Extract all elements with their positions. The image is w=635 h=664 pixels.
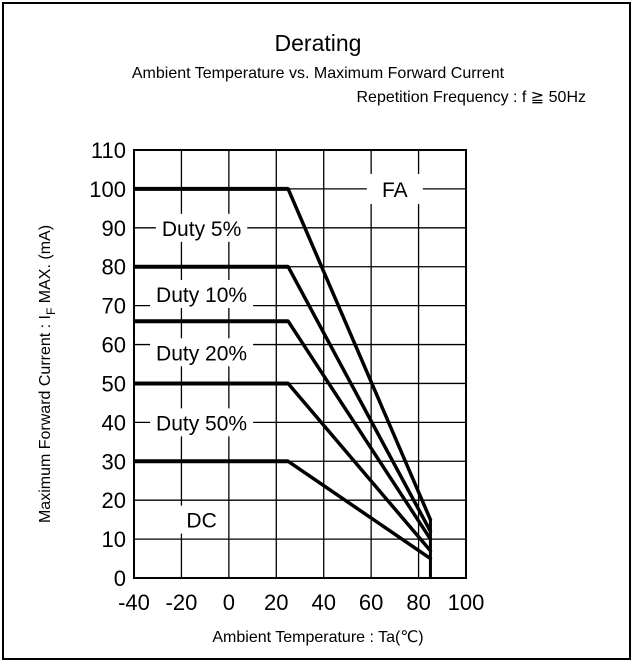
y-axis-label-prefix: Maximum Forward Current : I	[37, 315, 54, 523]
x-tick-label: 80	[406, 590, 430, 615]
x-tick-label: 100	[448, 590, 485, 615]
series-line-slope-1	[286, 264, 433, 534]
series-label: Duty 10%	[156, 284, 247, 307]
series-label-bg	[155, 213, 248, 242]
x-tick-label: 60	[359, 590, 383, 615]
y-tick-label: 30	[102, 449, 126, 474]
chart-subtitle: Ambient Temperature vs. Maximum Forward …	[132, 65, 505, 82]
y-tick-label: 60	[102, 333, 126, 358]
x-tick-label: -40	[118, 590, 150, 615]
series-label: Duty 50%	[156, 412, 247, 435]
series-lines: Duty 5% Duty 10% Duty 20% Duty 50% DC	[134, 186, 433, 578]
annotation-label: FA	[382, 179, 408, 202]
y-tick-label: 100	[89, 177, 126, 202]
chart-title: Derating	[275, 30, 362, 56]
y-axis-label: Maximum Forward Current : IF MAX. (mA)	[37, 225, 58, 523]
annotation-bg	[366, 173, 423, 204]
series-label-bg	[150, 338, 254, 367]
series-line-slope-4	[286, 459, 433, 561]
x-axis-label: Ambient Temperature : Ta(℃)	[212, 629, 423, 646]
y-tick-label: 50	[102, 371, 126, 396]
y-tick-label: 110	[91, 138, 126, 163]
series-label-bg	[180, 505, 223, 534]
y-tick-label: 80	[102, 255, 126, 280]
series-label-bg	[150, 279, 254, 308]
y-tick-label: 0	[114, 566, 126, 591]
y-tick-label: 40	[102, 410, 126, 435]
chart-condition: Repetition Frequency : f ≧ 50Hz	[356, 89, 586, 106]
y-tick-label: 10	[102, 527, 126, 552]
series-line-slope-2	[286, 319, 433, 541]
y-tick-label: 20	[102, 488, 126, 513]
plot-area-border	[133, 149, 467, 579]
y-tick-label: 70	[102, 294, 126, 319]
y-axis-label-suffix: MAX. (mA)	[37, 225, 54, 308]
x-tick-label: 20	[264, 590, 288, 615]
annotations: FA	[366, 173, 423, 204]
tick-labels: 0 10 20 30 40 50 60 70 80 90 100 110 -40 -20 0 20 40 60 80…	[89, 138, 484, 615]
y-tick-label: 90	[102, 216, 126, 241]
x-tick-label: 40	[311, 590, 335, 615]
series-label: DC	[186, 510, 216, 533]
series-line-slope-0	[286, 187, 433, 522]
series-label-bg	[150, 408, 254, 437]
x-tick-label: -20	[166, 590, 198, 615]
x-tick-label: 0	[223, 590, 235, 615]
series-label: Duty 5%	[162, 218, 241, 241]
y-axis-label-subscript: F	[44, 308, 58, 315]
series-label: Duty 20%	[156, 342, 247, 365]
series-line-slope-3	[286, 381, 433, 553]
